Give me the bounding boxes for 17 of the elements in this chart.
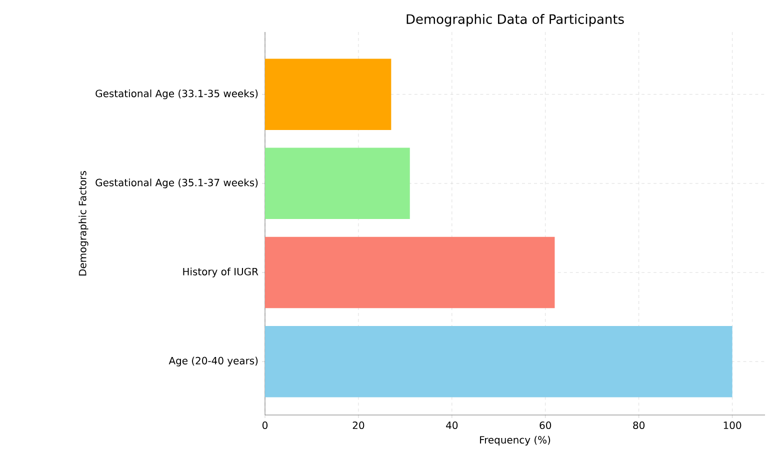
x-tick-label: 0 xyxy=(262,422,268,430)
bar xyxy=(265,236,555,308)
bar xyxy=(265,148,410,220)
y-tick-label: History of IUGR xyxy=(183,268,258,278)
x-tick-label: 20 xyxy=(352,422,364,430)
x-tick-label: 80 xyxy=(633,422,645,430)
x-axis-title: Frequency (%) xyxy=(480,436,550,446)
y-tick-label: Gestational Age (33.1-35 weeks) xyxy=(96,90,258,100)
y-tick-label: Gestational Age (35.1-37 weeks) xyxy=(96,178,258,188)
bar xyxy=(265,58,392,130)
x-tick-label: 40 xyxy=(446,422,458,430)
chart-title: Demographic Data of Participants xyxy=(406,14,624,26)
x-tick-label: 60 xyxy=(540,422,552,430)
x-tick-label: 100 xyxy=(724,422,742,430)
y-axis-title: Demographic Factors xyxy=(78,171,88,276)
y-tick-label: Age (20-40 years) xyxy=(168,356,258,366)
bar xyxy=(265,326,732,398)
